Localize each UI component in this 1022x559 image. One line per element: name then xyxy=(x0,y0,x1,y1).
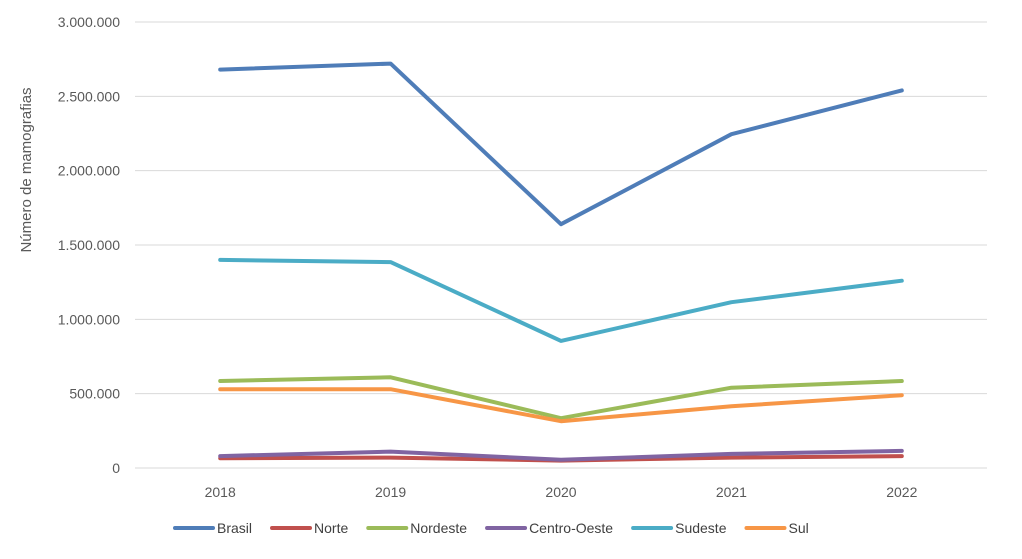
legend-item: Sul xyxy=(744,520,809,536)
legend-item: Sudeste xyxy=(631,520,727,536)
x-tick-label: 2019 xyxy=(375,484,406,500)
legend-label: Sul xyxy=(788,520,808,536)
y-tick-label: 2.500.000 xyxy=(58,88,120,104)
x-tick-label: 2018 xyxy=(205,484,236,500)
y-tick-label: 0 xyxy=(112,460,120,476)
legend-item: Nordeste xyxy=(366,520,467,536)
series-lines xyxy=(218,61,904,463)
x-tick-label: 2021 xyxy=(716,484,747,500)
y-tick-label: 1.000.000 xyxy=(58,311,120,327)
y-axis-title: Número de mamografias xyxy=(18,87,35,252)
y-tick-label: 500.000 xyxy=(69,386,120,402)
legend-label: Norte xyxy=(314,520,348,536)
x-tick-label: 2020 xyxy=(545,484,576,500)
legend-item: Brasil xyxy=(173,520,252,536)
series-line-sudeste xyxy=(218,257,904,343)
legend-label: Centro-Oeste xyxy=(529,520,613,536)
series-line-sul xyxy=(218,387,904,424)
y-tick-label: 3.000.000 xyxy=(58,14,120,30)
legend: Brasil Norte Nordeste Centro-Oeste Sudeste Su… xyxy=(173,520,809,536)
gridlines xyxy=(135,21,987,469)
y-tick-label: 1.500.000 xyxy=(58,237,120,253)
series-line-centro-oeste xyxy=(218,448,904,462)
series-line-nordeste xyxy=(218,375,904,421)
x-tick-label: 2022 xyxy=(886,484,917,500)
legend-item: Centro-Oeste xyxy=(485,520,613,536)
legend-label: Brasil xyxy=(217,520,252,536)
legend-label: Sudeste xyxy=(675,520,727,536)
y-axis-ticks: 0 500.000 1.000.000 1.500.000 2.000.000 2.500… xyxy=(58,14,121,476)
legend-label: Nordeste xyxy=(410,520,467,536)
x-axis-ticks: 2018 2019 2020 2021 2022 xyxy=(205,484,918,500)
y-tick-label: 2.000.000 xyxy=(58,163,120,179)
series-line-brasil xyxy=(218,61,904,227)
legend-item: Norte xyxy=(270,520,348,536)
